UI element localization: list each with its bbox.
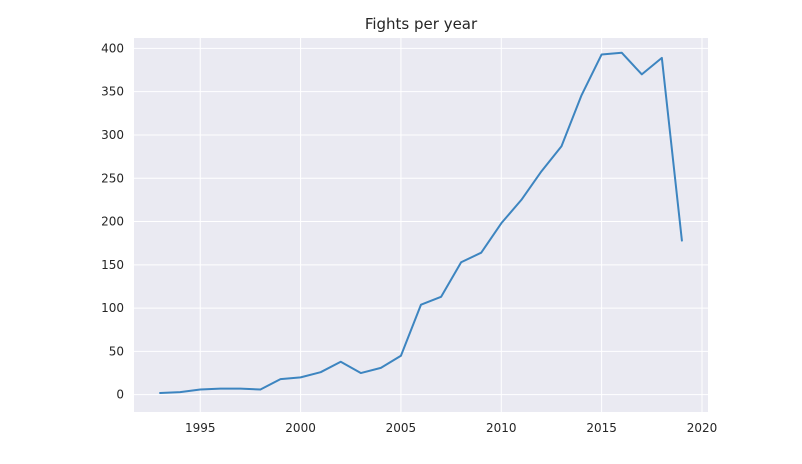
plot-area	[134, 38, 708, 412]
y-tick-label: 200	[101, 215, 124, 229]
x-tick-label: 2015	[586, 421, 617, 435]
x-tick-label: 2010	[486, 421, 517, 435]
y-tick-label: 150	[101, 258, 124, 272]
y-tick-label: 400	[101, 41, 124, 55]
y-tick-label: 0	[116, 388, 124, 402]
y-tick-label: 50	[109, 344, 124, 358]
tick-labels: 1995 2000 2005 2010 2015 2020 0 50 100 150 200 250 3…	[101, 41, 717, 435]
series-line	[159, 51, 683, 394]
grid	[134, 38, 708, 412]
x-tick-label: 1995	[185, 421, 216, 435]
y-tick-label: 100	[101, 301, 124, 315]
y-tick-label: 300	[101, 128, 124, 142]
series-layer	[159, 51, 683, 394]
x-tick-label: 2020	[687, 421, 718, 435]
x-tick-label: 2000	[285, 421, 316, 435]
y-tick-label: 250	[101, 171, 124, 185]
x-tick-label: 2005	[386, 421, 417, 435]
chart-title: Fights per year	[365, 15, 478, 33]
y-tick-label: 350	[101, 85, 124, 99]
